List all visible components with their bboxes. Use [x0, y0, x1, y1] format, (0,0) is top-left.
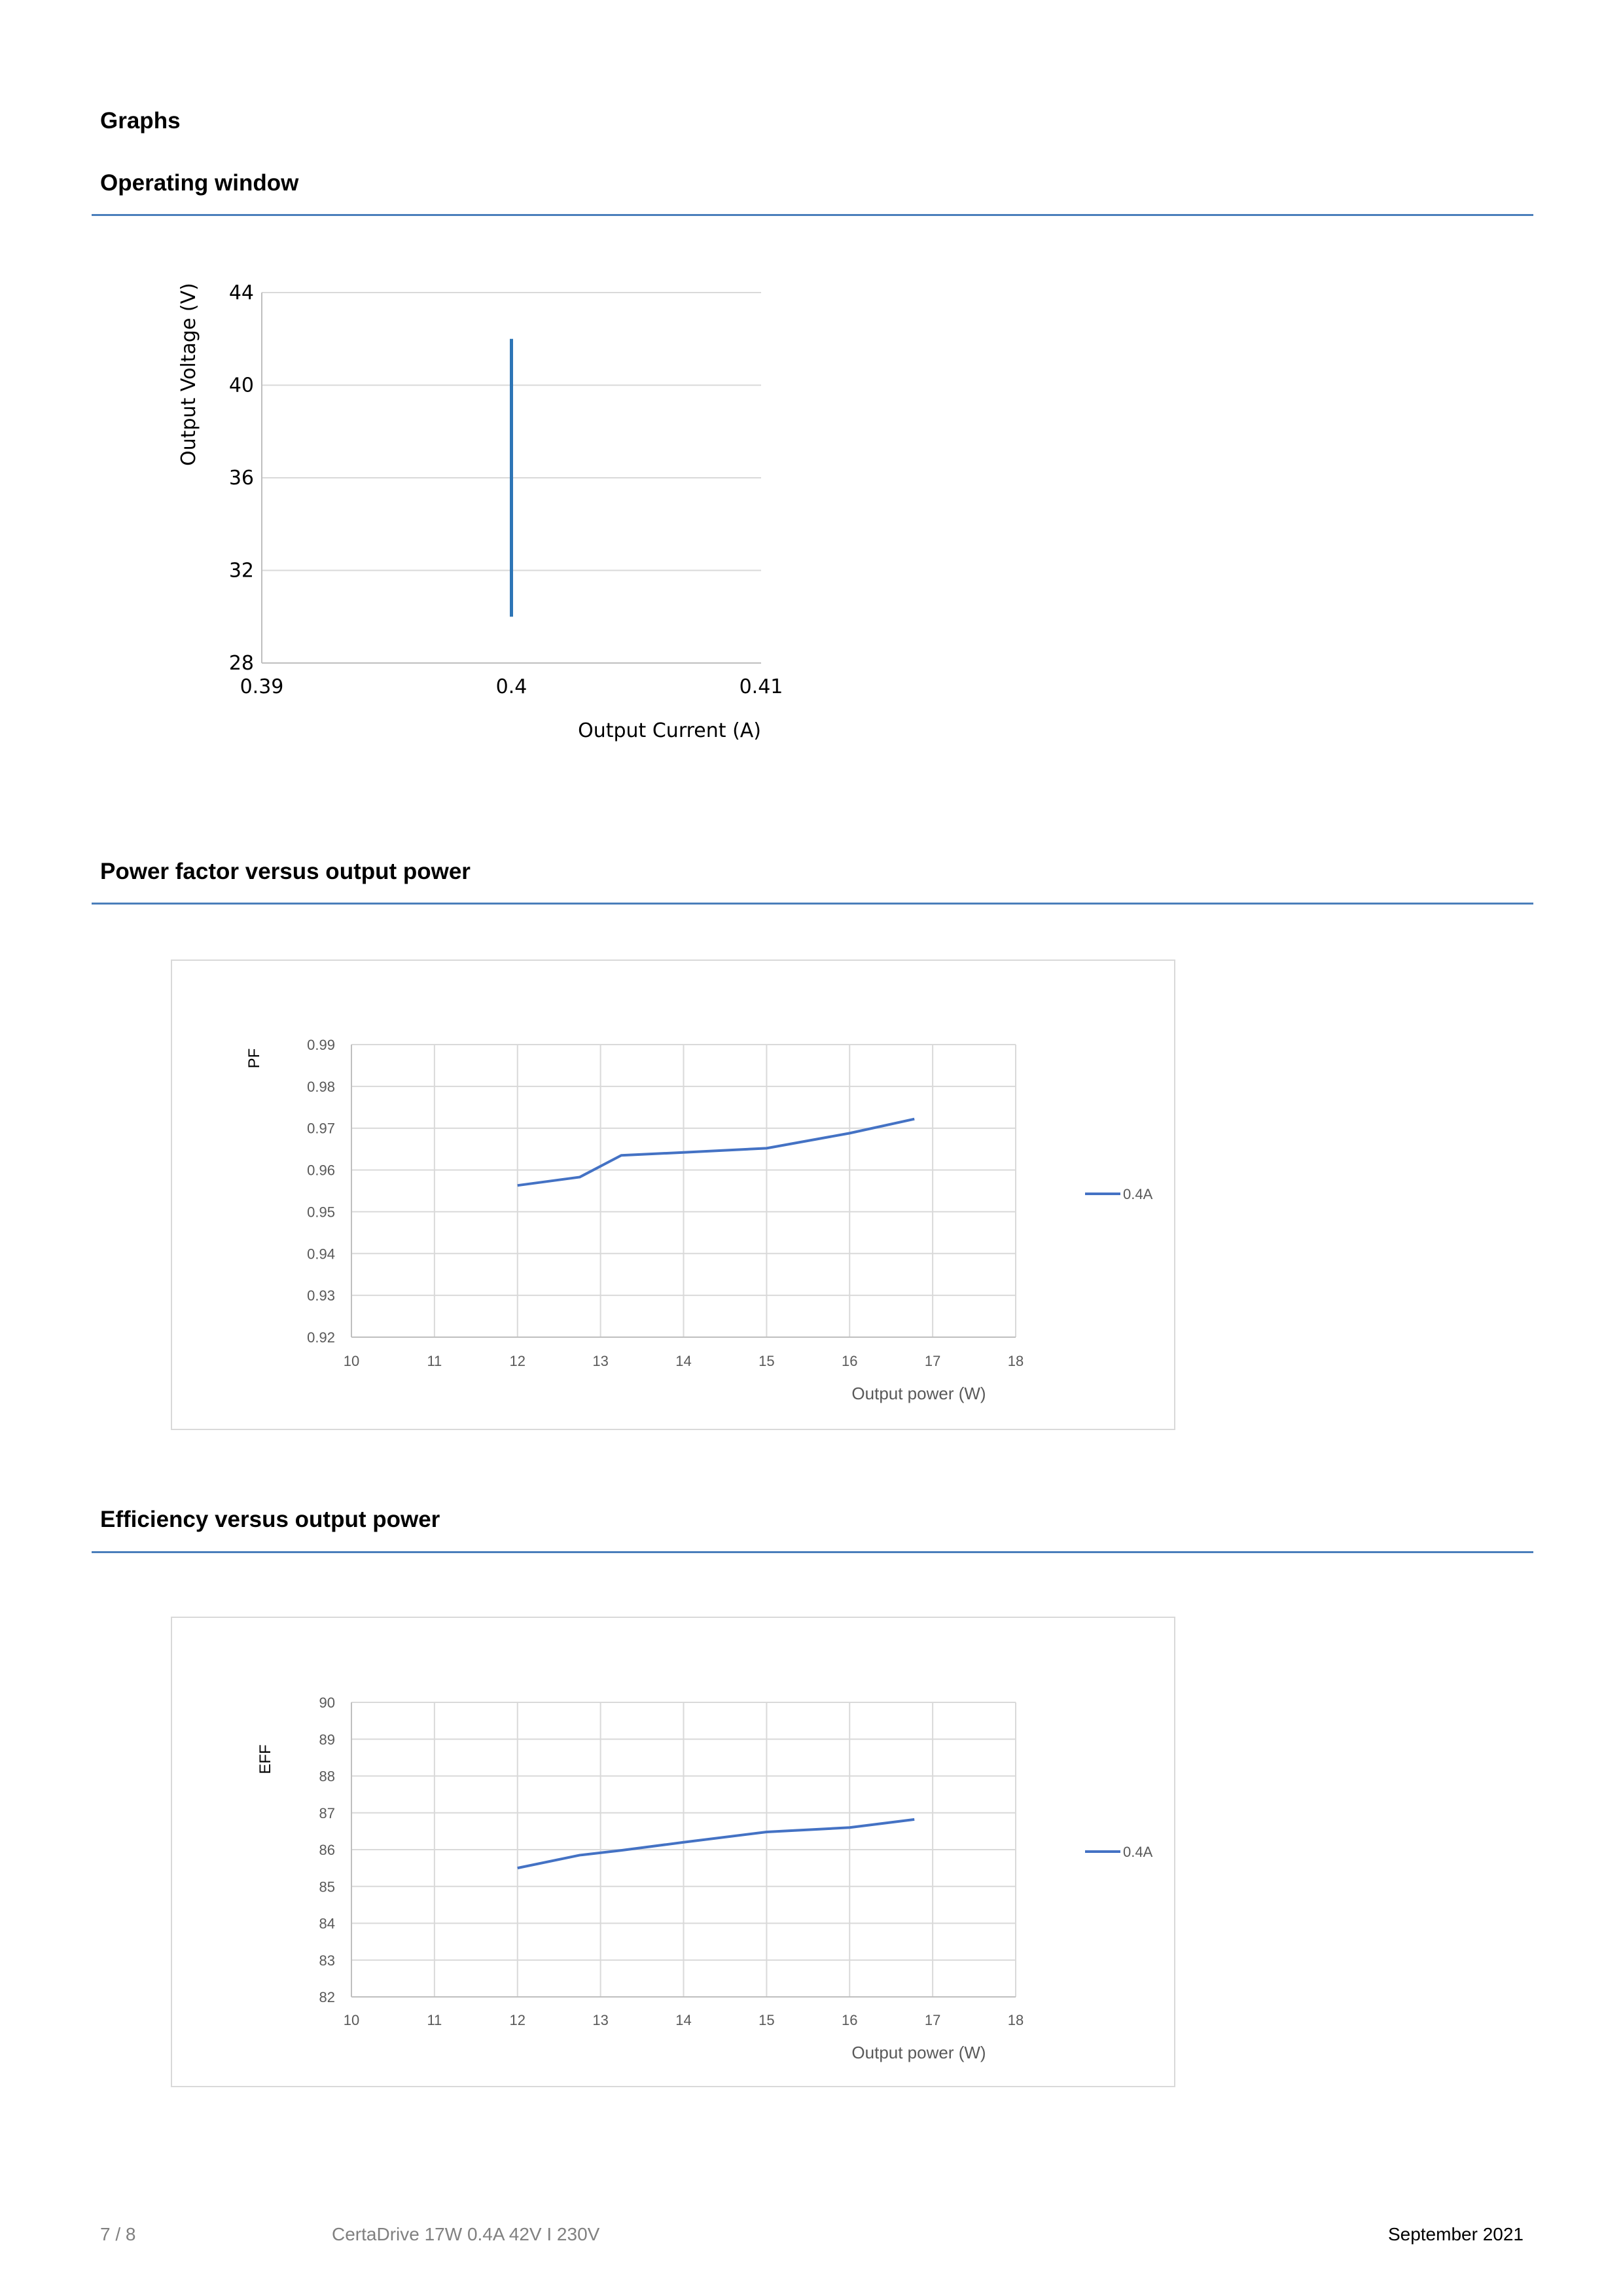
y-tick-label: 82 — [319, 1989, 335, 2005]
y-tick-label: 0.96 — [307, 1162, 335, 1179]
x-tick-label: 0.41 — [740, 675, 783, 698]
section-title-power-factor: Power factor versus output power — [100, 859, 471, 884]
chart-frame — [171, 1617, 1175, 2087]
footer-page-number: 7 / 8 — [100, 2224, 136, 2244]
footer-date: September 2021 — [1387, 2224, 1524, 2244]
y-tick-label: 0.99 — [307, 1037, 335, 1053]
y-tick-label: 88 — [319, 1768, 335, 1785]
x-tick-label: 10 — [344, 1353, 359, 1369]
section-title-operating-window: Operating window — [100, 170, 299, 196]
x-tick-label: 18 — [1008, 1353, 1024, 1369]
y-tick-label: 87 — [319, 1805, 335, 1821]
section-title-efficiency: Efficiency versus output power — [100, 1507, 440, 1532]
x-tick-label: 11 — [427, 1353, 442, 1369]
page-heading: Graphs — [100, 108, 181, 134]
y-tick-label: 0.97 — [307, 1121, 335, 1137]
x-tick-label: 16 — [842, 2012, 857, 2028]
chart-frame — [171, 960, 1175, 1430]
y-tick-label: 40 — [229, 374, 254, 397]
y-tick-label: 86 — [319, 1842, 335, 1858]
x-tick-label: 14 — [675, 1353, 691, 1369]
y-tick-label: 0.98 — [307, 1079, 335, 1095]
y-tick-label: 84 — [319, 1916, 335, 1932]
footer-product-name: CertaDrive 17W 0.4A 42V I 230V — [332, 2224, 600, 2244]
x-axis-title: Output power (W) — [851, 2043, 986, 2062]
y-tick-label: 32 — [229, 560, 254, 583]
y-axis-title: EFF — [257, 1744, 274, 1774]
x-tick-label: 17 — [925, 2012, 940, 2028]
section-rule — [92, 1551, 1533, 1553]
y-axis-title: PF — [245, 1049, 263, 1069]
y-tick-label: 44 — [229, 281, 254, 304]
legend-label: 0.4A — [1123, 1844, 1153, 1860]
y-tick-label: 0.95 — [307, 1204, 335, 1220]
x-axis-title: Output power (W) — [851, 1384, 986, 1403]
y-tick-label: 83 — [319, 1952, 335, 1969]
x-tick-label: 0.39 — [240, 675, 284, 698]
y-tick-label: 36 — [229, 467, 254, 490]
x-tick-label: 12 — [510, 2012, 526, 2028]
x-tick-label: 17 — [925, 1353, 940, 1369]
x-axis-title: Output Current (A) — [578, 719, 761, 742]
x-tick-label: 0.4 — [496, 675, 527, 698]
x-tick-label: 16 — [842, 1353, 857, 1369]
x-tick-label: 13 — [592, 1353, 608, 1369]
legend-label: 0.4A — [1123, 1186, 1153, 1202]
y-tick-label: 0.94 — [307, 1246, 335, 1262]
x-tick-label: 11 — [427, 2012, 442, 2028]
series-line — [517, 1117, 915, 1187]
section-rule — [92, 903, 1533, 905]
x-tick-label: 10 — [344, 2012, 359, 2028]
y-tick-label: 85 — [319, 1878, 335, 1895]
x-tick-label: 13 — [592, 2012, 608, 2028]
y-tick-label: 90 — [319, 1695, 335, 1711]
y-tick-label: 89 — [319, 1731, 335, 1748]
x-tick-label: 15 — [758, 1353, 774, 1369]
y-axis-title: Output Voltage (V) — [177, 283, 200, 466]
x-tick-label: 18 — [1008, 2012, 1024, 2028]
y-tick-label: 0.92 — [307, 1329, 335, 1346]
x-tick-label: 15 — [758, 2012, 774, 2028]
section-rule — [92, 214, 1533, 216]
y-tick-label: 28 — [229, 652, 254, 675]
series-line — [517, 1818, 915, 1870]
x-tick-label: 14 — [675, 2012, 691, 2028]
x-tick-label: 12 — [510, 1353, 526, 1369]
y-tick-label: 0.93 — [307, 1287, 335, 1304]
